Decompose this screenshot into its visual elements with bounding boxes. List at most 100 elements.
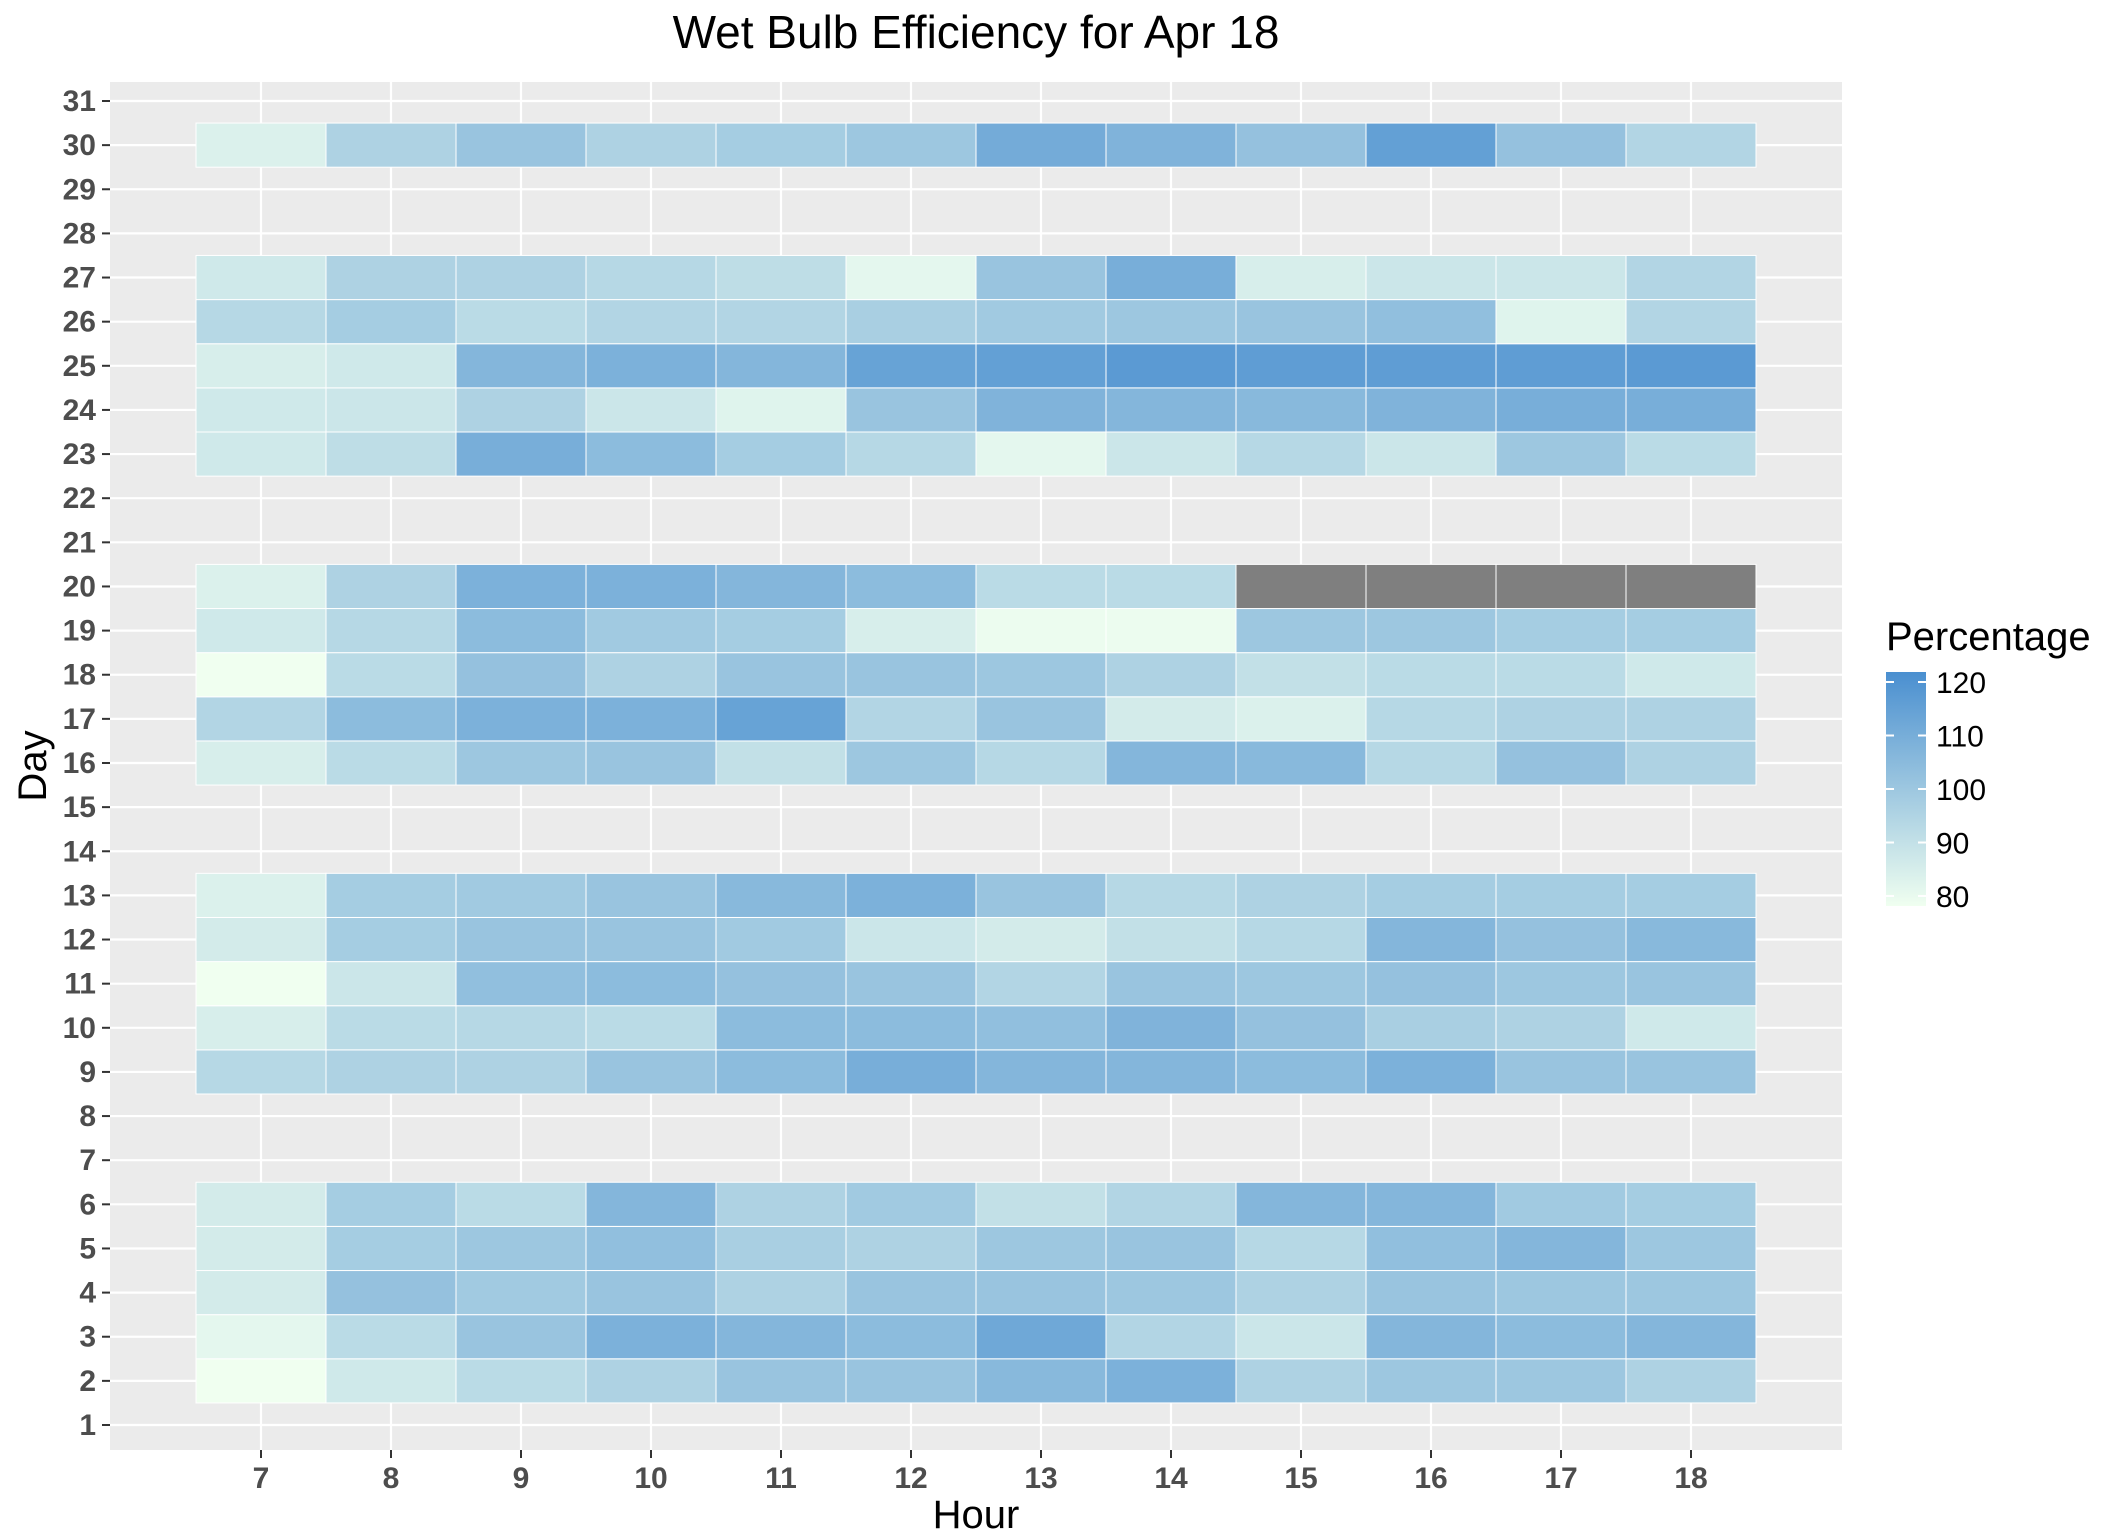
heatmap-tile (1495, 387, 1627, 433)
y-tick-label: 28 (63, 217, 96, 250)
heatmap-tile (715, 696, 847, 742)
heatmap-tile (845, 740, 977, 786)
heatmap-tile (1495, 1314, 1627, 1360)
heatmap-tile (715, 872, 847, 918)
heatmap-tile (1625, 1049, 1757, 1095)
heatmap-tile (455, 1314, 587, 1360)
heatmap-tile (1625, 1314, 1757, 1360)
heatmap-tile (455, 1358, 587, 1404)
x-tick-label: 11 (765, 1462, 797, 1495)
x-tick-label: 17 (1544, 1462, 1577, 1495)
heatmap-tile (1365, 431, 1497, 477)
heatmap-tile (455, 652, 587, 698)
heatmap-tile (1365, 608, 1497, 654)
y-tick-label: 26 (63, 306, 96, 339)
heatmap-tile (1495, 299, 1627, 345)
y-tick-label: 13 (63, 879, 96, 912)
heatmap-tile (1495, 1225, 1627, 1272)
heatmap-tile (1365, 1181, 1497, 1227)
heatmap-tile (1625, 1005, 1757, 1051)
heatmap-tile (195, 1181, 327, 1227)
heatmap-tile (715, 1358, 847, 1404)
heatmap-tile (1105, 431, 1237, 477)
heatmap-tile (1105, 740, 1237, 786)
heatmap-tile (1105, 961, 1237, 1007)
heatmap-tile (1235, 1358, 1367, 1404)
heatmap-tile (1495, 1049, 1627, 1095)
heatmap-tile (1365, 387, 1497, 433)
heatmap-tile (455, 1225, 587, 1272)
heatmap-tile (715, 1314, 847, 1360)
legend: Percentage 120 110 100 90 80 (1886, 615, 2091, 914)
heatmap-tile (1365, 254, 1497, 301)
heatmap-tile (1105, 916, 1237, 963)
heatmap-tile (715, 740, 847, 786)
x-tick-label: 7 (253, 1462, 270, 1495)
heatmap-tile (1625, 1270, 1757, 1316)
heatmap-tile (585, 1049, 717, 1095)
heatmap-tile (1235, 608, 1367, 654)
heatmap-tile (585, 1358, 717, 1404)
y-tick-label: 4 (79, 1277, 96, 1310)
heatmap-tile (455, 1270, 587, 1316)
heatmap-tile (715, 343, 847, 389)
heatmap-tile (325, 740, 457, 786)
heatmap-tile (1235, 431, 1367, 477)
y-tick-label: 15 (63, 791, 96, 824)
heatmap-tile (975, 1225, 1107, 1272)
heatmap-tile (1235, 961, 1367, 1007)
y-tick-label: 11 (64, 968, 96, 1001)
heatmap-tile (585, 916, 717, 963)
heatmap-tile (975, 961, 1107, 1007)
heatmap-tile (1365, 961, 1497, 1007)
heatmap-tile (325, 961, 457, 1007)
heatmap-tile (1625, 1181, 1757, 1227)
heatmap-tile (585, 1181, 717, 1227)
heatmap-tile (1235, 916, 1367, 963)
heatmap-tile (1495, 652, 1627, 698)
heatmap-tile (845, 299, 977, 345)
heatmap-tile (1365, 122, 1497, 168)
heatmap-tile (195, 1314, 327, 1360)
heatmap-tile (975, 1005, 1107, 1051)
legend-tick-label: 90 (1936, 828, 1969, 861)
heatmap-tile (715, 254, 847, 301)
y-tick-label: 3 (79, 1321, 96, 1354)
legend-title: Percentage (1886, 615, 2091, 659)
heatmap-tile (1235, 872, 1367, 918)
heatmap-tile (715, 563, 847, 610)
heatmap-tile (195, 961, 327, 1007)
heatmap-tile (1235, 1049, 1367, 1095)
heatmap-tile (715, 652, 847, 698)
heatmap-tile (455, 740, 587, 786)
heatmap-tile (325, 652, 457, 698)
heatmap-tile (975, 1314, 1107, 1360)
heatmap-tile (455, 431, 587, 477)
heatmap-tile (845, 122, 977, 168)
heatmap-tile (845, 1181, 977, 1227)
heatmap-tile (1495, 254, 1627, 301)
heatmap-tile (325, 1314, 457, 1360)
heatmap-tile (1235, 696, 1367, 742)
heatmap-tile (325, 563, 457, 610)
heatmap-tile (1625, 343, 1757, 389)
heatmap-tile (325, 299, 457, 345)
heatmap-tile (1105, 1358, 1237, 1404)
heatmap-tile (455, 1005, 587, 1051)
heatmap-tile (1235, 563, 1367, 610)
x-tick-label: 10 (634, 1462, 667, 1495)
legend-tick-label: 80 (1936, 881, 1969, 914)
heatmap-tile (1235, 254, 1367, 301)
heatmap-tile (845, 1005, 977, 1051)
heatmap-tile (845, 254, 977, 301)
y-tick-label: 24 (63, 394, 97, 427)
heatmap-tile (1625, 387, 1757, 433)
y-tick-label: 2 (79, 1365, 96, 1398)
heatmap-tile (715, 1270, 847, 1316)
heatmap-tile (1235, 299, 1367, 345)
heatmap-tile (975, 387, 1107, 433)
heatmap-tile (715, 916, 847, 963)
heatmap-tile (1235, 387, 1367, 433)
y-tick-label: 22 (63, 482, 96, 515)
